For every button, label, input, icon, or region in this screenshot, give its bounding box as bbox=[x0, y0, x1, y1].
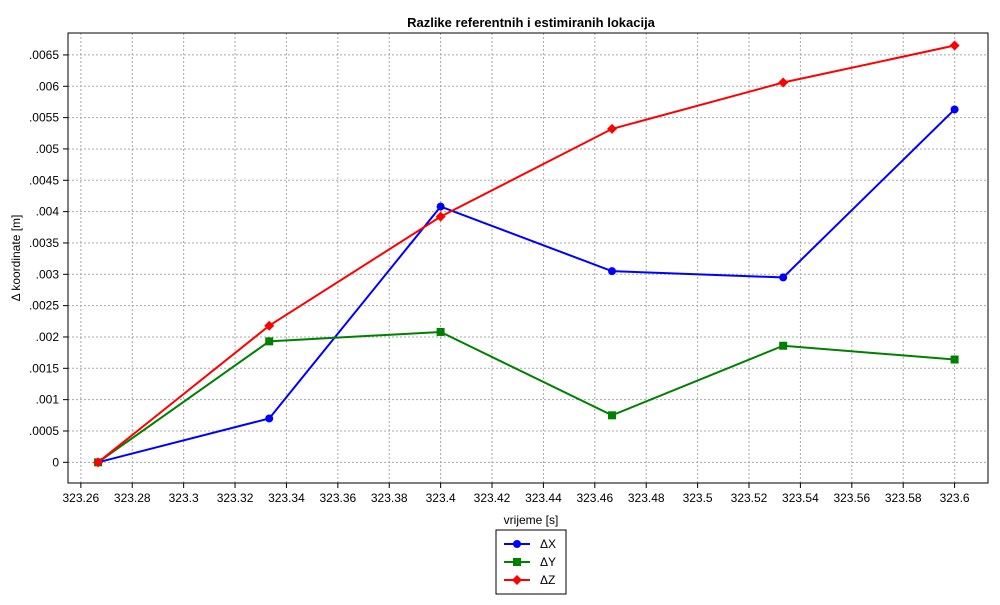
data-point bbox=[265, 414, 274, 423]
legend-label: ΔZ bbox=[540, 573, 555, 587]
data-point bbox=[264, 320, 275, 331]
data-point bbox=[950, 105, 959, 114]
y-tick-label: .006 bbox=[36, 79, 60, 93]
y-tick-label: .005 bbox=[36, 142, 60, 156]
legend-item: ΔY bbox=[504, 555, 556, 569]
series-1 bbox=[94, 105, 959, 467]
y-axis-label: Δ koordinate [m] bbox=[9, 215, 23, 302]
legend-label: ΔY bbox=[540, 555, 556, 569]
data-point bbox=[949, 40, 960, 51]
grid bbox=[68, 33, 988, 483]
y-tick-label: .0015 bbox=[29, 361, 59, 375]
data-point bbox=[950, 355, 959, 364]
data-point bbox=[435, 211, 446, 222]
series-line bbox=[97, 330, 955, 464]
x-axis-label: vrijeme [s] bbox=[504, 513, 559, 527]
legend-marker bbox=[513, 540, 521, 548]
x-tick-label: 323.6 bbox=[940, 491, 970, 505]
data-point bbox=[779, 273, 788, 282]
y-tick-label: .0045 bbox=[29, 173, 59, 187]
x-tick-label: 323.52 bbox=[731, 491, 768, 505]
y-tick-label: .004 bbox=[36, 205, 60, 219]
y-tick-label: .0065 bbox=[29, 48, 59, 62]
legend-marker bbox=[513, 558, 521, 566]
x-tick-label: 323.54 bbox=[782, 491, 819, 505]
x-tick-label: 323.34 bbox=[268, 491, 305, 505]
x-tick-label: 323.36 bbox=[319, 491, 356, 505]
chart-title: Razlike referentnih i estimiranih lokaci… bbox=[407, 15, 656, 30]
data-point bbox=[778, 77, 789, 88]
legend-item: ΔZ bbox=[504, 573, 555, 587]
x-tick-label: 323.38 bbox=[371, 491, 408, 505]
y-tick-label: .0005 bbox=[29, 424, 59, 438]
y-tick-label: .0055 bbox=[29, 111, 59, 125]
x-tick-label: 323.5 bbox=[683, 491, 713, 505]
y-tick-label: 0 bbox=[52, 455, 59, 469]
data-point bbox=[436, 202, 445, 211]
data-point bbox=[93, 457, 104, 468]
data-point bbox=[607, 123, 618, 134]
data-point bbox=[265, 337, 274, 346]
series-2 bbox=[94, 327, 959, 467]
x-tick-label: 323.48 bbox=[628, 491, 665, 505]
x-tick-label: 323.28 bbox=[114, 491, 151, 505]
y-tick-label: .001 bbox=[36, 393, 60, 407]
series-3 bbox=[93, 40, 960, 468]
series-layer bbox=[93, 40, 960, 468]
x-tick-label: 323.32 bbox=[217, 491, 254, 505]
y-tick-label: .0025 bbox=[29, 299, 59, 313]
x-tick-label: 323.46 bbox=[576, 491, 613, 505]
x-tick-label: 323.58 bbox=[885, 491, 922, 505]
plot-area bbox=[67, 32, 989, 484]
data-point bbox=[608, 267, 617, 276]
series-line bbox=[97, 108, 956, 464]
x-tick-label: 323.3 bbox=[169, 491, 199, 505]
y-tick-label: .0035 bbox=[29, 236, 59, 250]
axis-ticks: 323.26 323.28 323.3 323.32 323.34 323.36 323.3… bbox=[29, 48, 970, 505]
x-tick-label: 323.4 bbox=[426, 491, 456, 505]
x-tick-label: 323.42 bbox=[474, 491, 511, 505]
y-tick-label: .003 bbox=[36, 267, 60, 281]
y-tick-label: .002 bbox=[36, 330, 60, 344]
legend-item: ΔX bbox=[504, 537, 556, 551]
legend-label: ΔX bbox=[540, 537, 556, 551]
legend: ΔX ΔY ΔZ bbox=[495, 529, 567, 595]
x-tick-label: 323.44 bbox=[525, 491, 562, 505]
data-point bbox=[436, 327, 445, 336]
legend-marker bbox=[512, 575, 522, 585]
data-point bbox=[608, 411, 617, 420]
data-point bbox=[779, 341, 788, 350]
x-tick-label: 323.26 bbox=[62, 491, 99, 505]
x-tick-label: 323.56 bbox=[833, 491, 870, 505]
series-line bbox=[97, 44, 955, 464]
